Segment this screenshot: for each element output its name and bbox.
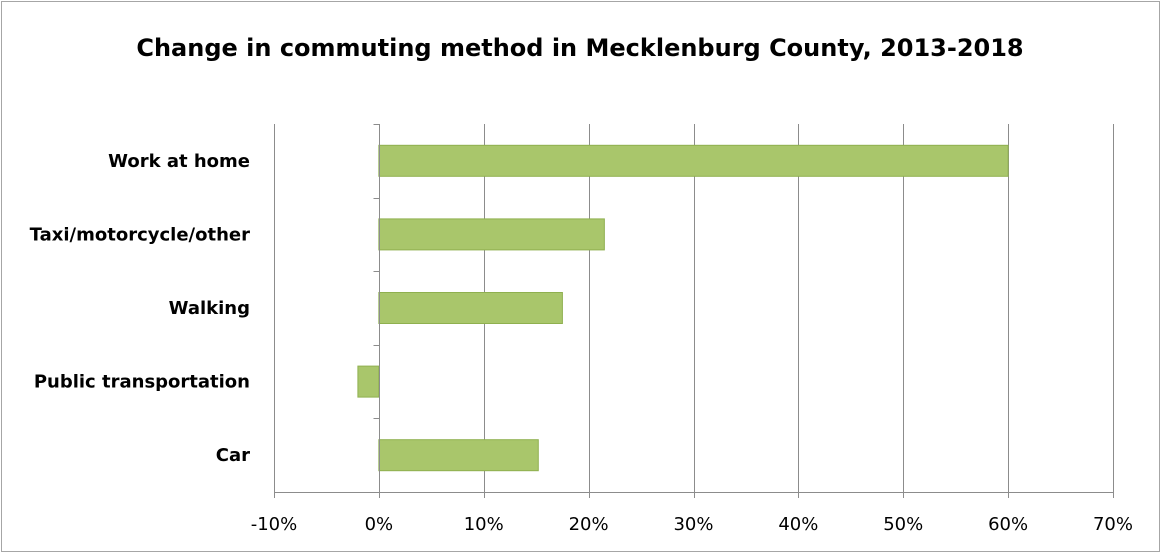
- x-tick-label: 60%: [988, 514, 1028, 535]
- category-label: Taxi/motorcycle/other: [30, 224, 250, 245]
- category-label: Walking: [169, 298, 250, 319]
- category-label: Public transportation: [34, 372, 250, 393]
- chart-title: Change in commuting method in Mecklenbur…: [136, 34, 1023, 62]
- bar-public-transportation: [357, 365, 380, 398]
- axis-layer: [274, 124, 1114, 498]
- x-tick-label: 50%: [883, 514, 923, 535]
- label-layer: -10% 0% 10% 20% 30% 40% 50% 60% 70% Work at home T…: [30, 151, 1133, 535]
- grid-layer: [274, 124, 1114, 492]
- category-label: Work at home: [108, 151, 250, 172]
- bar-walking: [378, 292, 563, 324]
- x-tick-label: 20%: [569, 514, 609, 535]
- bar-layer: [357, 144, 1009, 472]
- bar-taxi-motorcycle-other: [378, 218, 605, 251]
- category-label: Car: [216, 445, 250, 466]
- bar-car: [378, 439, 539, 472]
- x-tick-label: 10%: [464, 514, 504, 535]
- x-tick-label: 70%: [1093, 514, 1133, 535]
- x-tick-label: 30%: [673, 514, 713, 535]
- x-tick-label: -10%: [251, 514, 298, 535]
- x-tick-label: 40%: [778, 514, 818, 535]
- x-tick-label: 0%: [365, 514, 394, 535]
- bar-work-at-home: [378, 144, 1009, 177]
